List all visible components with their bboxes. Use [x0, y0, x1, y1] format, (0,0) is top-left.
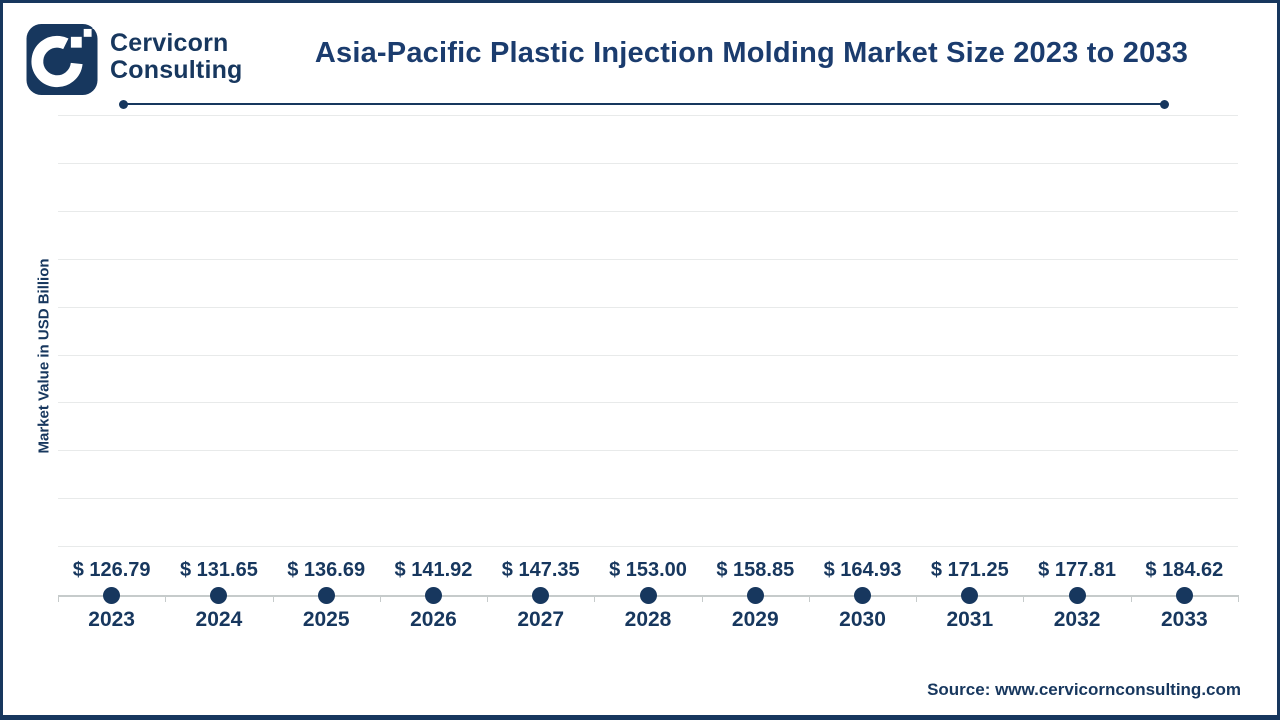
x-axis-tick — [165, 595, 167, 602]
x-axis-label: 2028 — [624, 608, 672, 631]
gridline — [58, 258, 1238, 260]
gridline — [58, 546, 1238, 548]
x-axis-label: 2027 — [517, 608, 565, 631]
x-axis-label: 2032 — [1053, 608, 1101, 631]
value-label: $ 141.92 — [394, 559, 473, 581]
brand-name-line1: Cervicorn — [110, 29, 229, 57]
gridline — [58, 498, 1238, 500]
x-axis-label: 2029 — [731, 608, 779, 631]
cervicorn-logo-icon — [26, 24, 100, 95]
brand-name: Cervicorn Consulting — [110, 30, 243, 84]
value-label: $ 126.79 — [72, 559, 151, 581]
x-axis-tick — [808, 595, 810, 602]
x-axis-tick — [58, 595, 59, 602]
value-label: $ 153.00 — [609, 559, 687, 581]
value-label: $ 131.65 — [179, 559, 258, 581]
x-axis-label: 2026 — [410, 608, 457, 631]
value-label: $ 158.85 — [716, 559, 795, 581]
value-label: $ 177.81 — [1038, 559, 1117, 581]
x-axis-label: 2024 — [195, 608, 243, 631]
x-axis-label: 2023 — [88, 608, 135, 631]
x-axis-tick — [701, 595, 703, 602]
data-point-dot — [103, 586, 121, 604]
value-label: $ 164.93 — [823, 559, 902, 581]
gridline — [58, 354, 1238, 356]
brand-name-line2: Consulting — [110, 56, 243, 84]
x-axis-tick — [1238, 595, 1239, 602]
y-axis-title: Market Value in USD Billion — [35, 258, 53, 454]
gridline — [58, 210, 1238, 212]
x-axis-tick — [916, 595, 918, 602]
data-point-dot — [961, 586, 979, 604]
x-axis-tick — [1023, 595, 1025, 602]
x-axis-tick — [487, 595, 489, 602]
data-point-dot — [1175, 586, 1193, 604]
value-label: $ 171.25 — [930, 559, 1009, 581]
x-axis-label: 2031 — [946, 608, 994, 631]
source-text: Source: www.cervicornconsulting.com — [927, 680, 1241, 699]
underline-left-dot — [119, 99, 128, 109]
data-point-dot — [317, 586, 335, 604]
x-axis-tick — [379, 595, 381, 602]
data-point-dot — [639, 586, 657, 604]
gridline — [58, 115, 1238, 116]
value-label: $ 184.62 — [1145, 559, 1224, 581]
data-point-dot — [854, 586, 872, 604]
data-point-dot — [746, 586, 764, 604]
x-axis-tick — [594, 595, 596, 602]
x-axis-label: 2033 — [1161, 608, 1208, 631]
value-label: $ 147.35 — [501, 559, 580, 581]
x-axis-tick — [1130, 595, 1132, 602]
x-axis-tick — [272, 595, 274, 602]
data-point-dot — [210, 586, 228, 604]
x-axis-label: 2025 — [302, 608, 350, 631]
gridline — [58, 306, 1238, 308]
x-axis-label: 2030 — [839, 608, 886, 631]
data-point-dot — [424, 586, 442, 604]
plot-area: $ 126.79 2023 $ 131.65 2024 $ 136.69 2025 $ 14… — [58, 115, 1239, 631]
gridline — [58, 162, 1238, 164]
logo-c-mark-icon — [26, 24, 99, 95]
chart-title: Asia-Pacific Plastic Injection Molding M… — [314, 37, 1189, 69]
value-label: $ 136.69 — [287, 559, 366, 581]
gridline — [58, 450, 1238, 452]
underline-right-dot — [1160, 99, 1169, 109]
data-point-dot — [532, 586, 550, 604]
gridline — [58, 402, 1238, 404]
data-point-dot — [1068, 586, 1086, 604]
title-underline — [119, 99, 1169, 109]
